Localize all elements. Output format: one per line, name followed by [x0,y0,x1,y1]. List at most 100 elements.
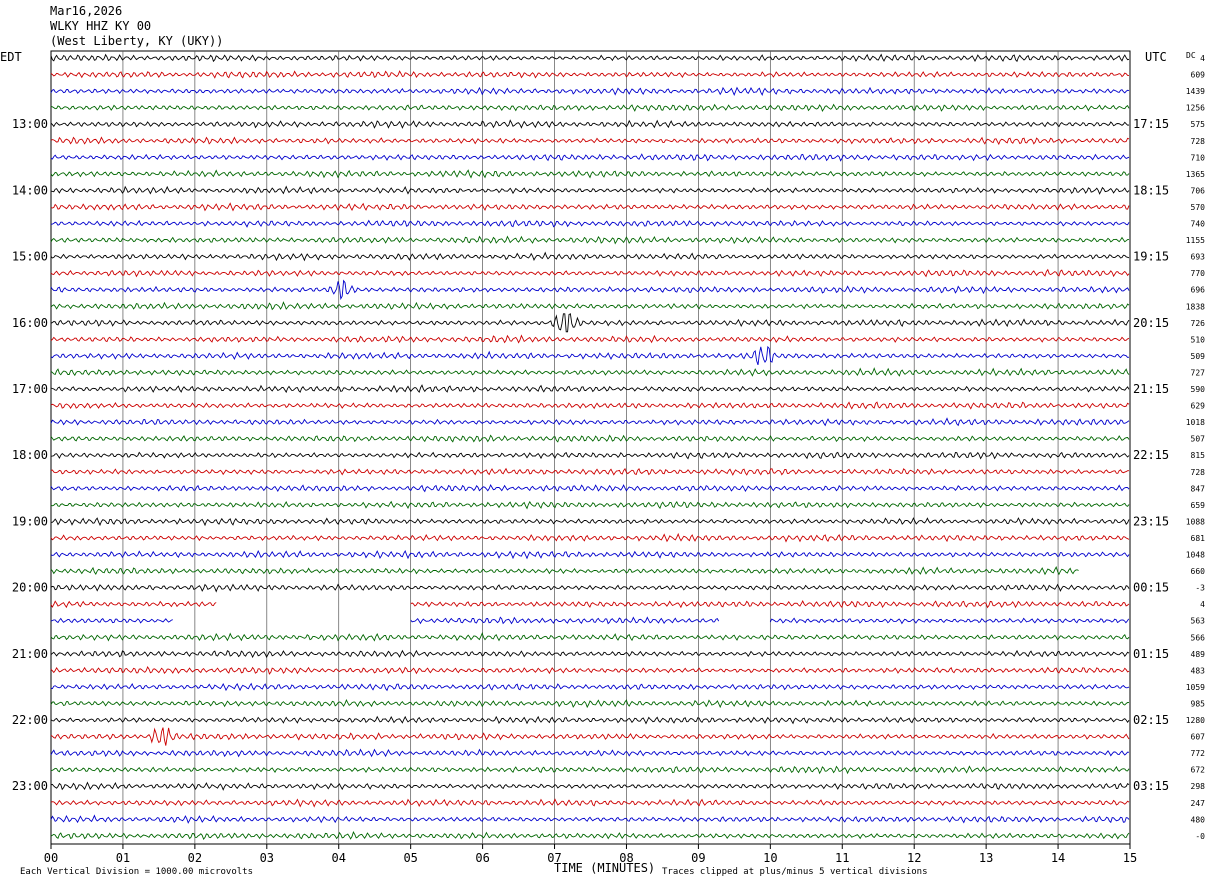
left-hour-label: 15:00 [12,250,48,264]
date-label: Mar16,2026 [50,4,123,18]
seismic-trace [50,798,1130,808]
seismic-trace [50,727,1130,746]
seismic-trace [50,86,1130,97]
seismic-trace [50,451,1130,460]
x-tick-label: 00 [44,851,58,865]
seismic-trace [50,831,1130,840]
seismic-trace [50,153,1130,162]
dc-offset-label: 607 [1191,733,1206,742]
dc-offset-label: 985 [1191,699,1206,708]
dc-offset-label: 489 [1191,650,1206,659]
dc-offset-label: 847 [1191,484,1206,493]
seismic-trace [50,119,1130,129]
seismic-trace [50,417,1130,427]
dc-offset-label: -0 [1195,832,1205,841]
seismic-trace [50,345,1130,366]
left-hour-label: 17:00 [12,382,48,396]
dc-offset-label: 510 [1191,335,1206,344]
seismic-trace [50,334,1130,344]
seismic-trace [50,434,1130,443]
seismic-trace [50,367,1130,377]
dc-offset-label: 1838 [1186,302,1205,311]
dc-offset-label: 483 [1191,666,1206,675]
seismic-trace [50,814,1130,824]
dc-offset-label: 590 [1191,385,1206,394]
clip-note: Traces clipped at plus/minus 5 vertical … [662,867,928,877]
right-hour-label: 20:15 [1133,316,1169,330]
dc-offset-label: 728 [1191,468,1206,477]
seismic-trace [50,632,1130,642]
seismic-trace [50,103,1130,113]
seismic-trace [50,583,1130,593]
dc-offset-label: 672 [1191,766,1206,775]
dc-offset-label: 1280 [1186,716,1205,725]
x-tick-label: 06 [475,851,489,865]
left-hour-label: 21:00 [12,647,48,661]
x-tick-label: 07 [547,851,561,865]
left-hour-label: 13:00 [12,117,48,131]
seismic-trace [51,517,1130,527]
right-hour-label: 02:15 [1133,713,1169,727]
seismic-trace [50,500,1130,510]
dc-offset-label: 1088 [1186,517,1205,526]
dc-label: DC [1186,51,1196,60]
dc-offset-label: 4 [1200,600,1205,609]
dc-offset-label: 770 [1191,269,1206,278]
dc-offset-label: 740 [1191,220,1206,229]
scale-note: Each Vertical Division = 1000.00 microvo… [20,867,253,877]
seismic-trace [50,219,1130,228]
seismic-trace [50,169,1130,179]
x-tick-label: 01 [116,851,130,865]
seismic-trace [50,483,1130,493]
dc-offset-label: 4 [1200,54,1205,63]
right-hour-label: 01:15 [1133,647,1169,661]
right-hour-label: 17:15 [1133,117,1169,131]
x-tick-label: 14 [1051,851,1065,865]
x-tick-label: 09 [691,851,705,865]
dc-offset-label: 696 [1191,286,1206,295]
left-hour-label: 23:00 [12,779,48,793]
seismic-trace [50,599,1130,609]
plot-frame [50,50,1131,845]
seismic-trace [50,532,1130,543]
dc-offset-label: 728 [1191,137,1206,146]
seismic-trace [50,235,1130,245]
x-tick-label: 08 [619,851,633,865]
dc-offset-label: 1048 [1186,551,1205,560]
right-hour-label: 23:15 [1133,514,1169,528]
left-timezone-label: EDT [0,50,22,64]
dc-offset-label: 1256 [1186,104,1205,113]
dc-offset-label: 1155 [1186,236,1205,245]
seismic-trace [50,649,1130,659]
station-label: WLKY HHZ KY 00 [50,19,152,33]
left-hour-label: 20:00 [12,581,48,595]
dc-offset-label: 710 [1191,153,1206,162]
left-hour-label: 16:00 [12,316,48,330]
dc-offset-label: 298 [1191,782,1206,791]
dc-offset-label: 566 [1191,633,1206,642]
dc-offset-label: 727 [1191,368,1206,377]
seismic-trace [50,251,1130,262]
dc-offset-label: 706 [1191,186,1206,195]
dc-offset-label: 726 [1191,319,1206,328]
right-hour-label: 18:15 [1133,183,1169,197]
location-label: (West Liberty, KY (UKY)) [50,34,224,48]
dc-offset-label: 772 [1191,749,1206,758]
seismic-trace [50,313,1130,333]
dc-offset-label: 509 [1191,352,1206,361]
x-axis-title: TIME (MINUTES) [554,861,656,875]
x-tick-label: 13 [979,851,993,865]
x-tick-label: 11 [835,851,849,865]
dc-offset-label: 609 [1191,71,1206,80]
left-hour-label: 14:00 [12,183,48,197]
seismic-trace [50,136,1130,146]
x-tick-label: 10 [763,851,777,865]
x-tick-label: 02 [188,851,202,865]
right-timezone-label: UTC [1145,50,1167,64]
seismic-trace [50,765,1130,775]
dc-offset-label: 480 [1191,815,1206,824]
left-hour-label: 19:00 [12,514,48,528]
seismic-trace [50,70,1129,79]
x-tick-label: 04 [332,851,346,865]
